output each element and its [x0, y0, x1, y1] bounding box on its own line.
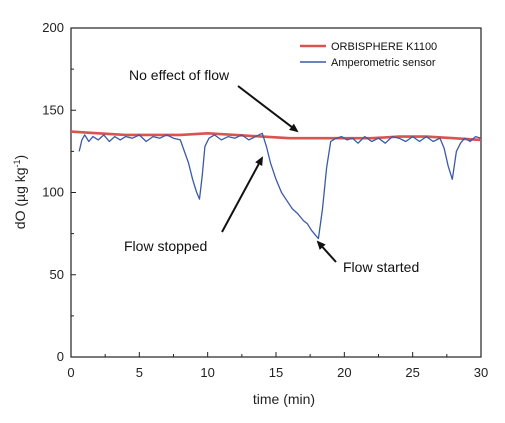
y-axis-title-close: )	[12, 155, 28, 160]
x-tick-label: 25	[405, 365, 419, 380]
y-axis-title-sup: -1	[12, 159, 22, 167]
legend-label-amperometric: Amperometric sensor	[331, 57, 436, 69]
y-tick-label: 200	[42, 20, 64, 35]
x-tick-label: 15	[269, 365, 283, 380]
y-axis-title-main: dO (µg kg	[12, 167, 28, 229]
annotation-flow-stopped-arrow	[221, 156, 263, 233]
x-tick-label: 10	[200, 365, 214, 380]
y-axis-title: dO (µg kg-1)	[12, 155, 28, 229]
y-axis-ticks: 0 50 100 150 200	[42, 20, 76, 364]
y-tick-label: 0	[57, 349, 64, 364]
annotation-flow-started: Flow started	[343, 259, 419, 275]
x-axis-ticks: 0 5 10 15 20 25 30	[67, 352, 488, 380]
y-tick-label: 100	[42, 185, 64, 200]
y-tick-label: 150	[42, 102, 64, 117]
y-tick-label: 50	[50, 267, 64, 282]
x-tick-label: 20	[337, 365, 351, 380]
annotation-no-effect-arrow	[237, 85, 299, 133]
annotation-no-effect: No effect of flow	[129, 67, 230, 83]
series-line-amperometric-sensor	[78, 132, 482, 240]
annotation-flow-started-arrow	[316, 240, 337, 263]
annotation-flow-stopped: Flow stopped	[124, 238, 207, 254]
legend: ORBISPHERE K1100 Amperometric sensor	[300, 41, 437, 69]
x-tick-label: 0	[67, 365, 74, 380]
x-tick-label: 30	[474, 365, 488, 380]
x-tick-label: 5	[136, 365, 143, 380]
series-layer	[70, 130, 482, 240]
x-axis-title: time (min)	[253, 391, 315, 407]
legend-label-orbisphere: ORBISPHERE K1100	[331, 41, 437, 53]
